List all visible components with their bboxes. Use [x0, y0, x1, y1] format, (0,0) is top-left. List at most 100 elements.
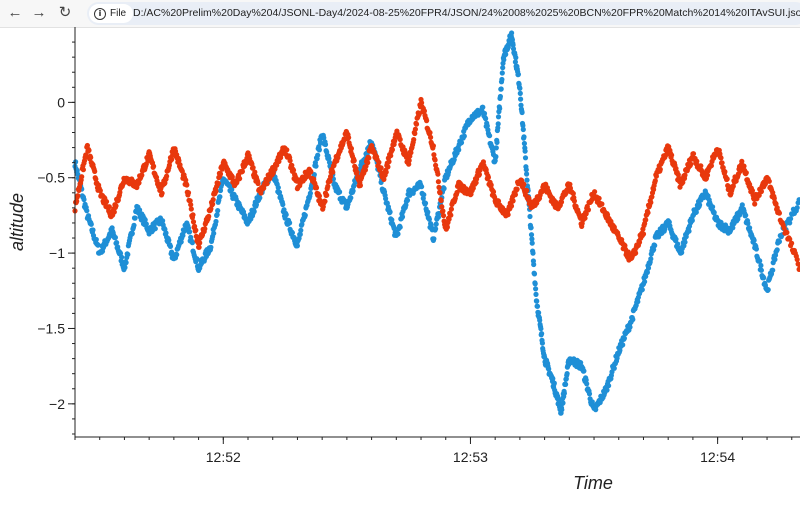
data-point: [596, 195, 602, 201]
data-point: [505, 212, 511, 218]
data-point: [169, 249, 175, 255]
series-2: [72, 96, 800, 272]
data-point: [316, 193, 322, 199]
data-point: [190, 212, 196, 218]
data-point: [357, 182, 363, 189]
data-point: [718, 155, 724, 161]
data-point: [322, 141, 329, 148]
file-chip-label: File: [110, 8, 127, 19]
data-point: [751, 237, 757, 243]
data-point: [433, 226, 439, 232]
address-bar[interactable]: i File D:/AC%20Prelim%20Day%204/JSONL-Da…: [87, 2, 800, 25]
data-point: [206, 213, 212, 219]
data-point: [438, 197, 444, 204]
data-point: [485, 174, 491, 180]
data-point: [513, 55, 519, 61]
data-point: [123, 260, 129, 266]
data-point: [534, 298, 540, 304]
data-point: [772, 256, 778, 263]
browser-toolbar: ← → ↻ i File D:/AC%20Prelim%20Day%204/JS…: [0, 0, 800, 28]
data-point: [559, 407, 565, 413]
site-info-chip[interactable]: i File: [89, 4, 134, 23]
y-tick-label: −2: [49, 396, 65, 412]
data-point: [648, 256, 654, 262]
data-point: [406, 157, 412, 164]
data-point: [114, 240, 120, 246]
data-point: [324, 192, 330, 198]
data-point: [346, 135, 352, 141]
data-point: [546, 366, 552, 372]
data-point: [679, 249, 685, 256]
data-point: [142, 217, 148, 223]
data-point: [642, 279, 648, 285]
data-point: [316, 147, 322, 153]
forward-button[interactable]: →: [28, 3, 50, 23]
data-point: [673, 236, 679, 242]
data-point: [617, 347, 623, 353]
data-point: [308, 169, 314, 175]
back-button[interactable]: ←: [4, 3, 26, 23]
data-point: [283, 212, 289, 218]
data-point: [487, 133, 493, 139]
data-point: [724, 176, 730, 182]
data-point: [747, 225, 753, 231]
data-point: [461, 133, 467, 139]
data-point: [75, 193, 81, 199]
data-point: [426, 216, 432, 222]
data-point: [376, 159, 382, 165]
data-point: [162, 180, 168, 186]
data-point: [564, 371, 570, 377]
data-point: [389, 147, 395, 153]
data-point: [215, 208, 221, 214]
data-point: [531, 261, 537, 268]
data-point: [313, 185, 320, 191]
data-point: [164, 173, 170, 179]
data-point: [184, 182, 190, 188]
data-point: [275, 185, 281, 191]
data-point: [570, 190, 576, 197]
data-point: [776, 239, 783, 245]
data-point: [523, 167, 529, 173]
x-tick-label: 12:53: [453, 449, 488, 465]
url-text[interactable]: D:/AC%20Prelim%20Day%204/JSONL-Day4/2024…: [133, 7, 800, 19]
data-point: [749, 188, 756, 194]
data-point: [520, 122, 526, 129]
data-point: [633, 250, 639, 256]
data-point: [536, 310, 542, 316]
data-point: [385, 164, 391, 170]
data-point: [794, 256, 800, 263]
data-point: [752, 201, 758, 207]
data-point: [413, 121, 420, 127]
data-point: [80, 167, 86, 173]
data-point: [495, 198, 502, 204]
data-point: [528, 232, 535, 238]
data-point: [431, 152, 437, 158]
series-1: [72, 30, 800, 416]
data-point: [797, 265, 800, 271]
data-point: [694, 158, 700, 164]
data-point: [648, 199, 654, 206]
data-point: [378, 165, 384, 171]
data-point: [395, 231, 401, 237]
data-point: [578, 360, 584, 366]
arrow-left-icon: ←: [7, 4, 23, 21]
data-point: [159, 190, 165, 196]
data-point: [697, 202, 703, 208]
data-point: [640, 231, 647, 237]
data-point: [510, 46, 517, 52]
reload-button[interactable]: ↻: [54, 3, 76, 23]
data-point: [95, 242, 101, 248]
data-point: [439, 204, 445, 210]
data-point: [719, 160, 725, 166]
data-point: [399, 214, 406, 220]
data-point: [533, 291, 539, 297]
data-point: [217, 171, 224, 177]
data-point: [604, 387, 610, 393]
data-point: [652, 178, 658, 184]
data-point: [620, 342, 626, 348]
data-point: [795, 261, 800, 267]
data-point: [441, 185, 447, 192]
data-point: [353, 165, 359, 171]
data-point: [704, 172, 711, 178]
data-point: [517, 90, 523, 96]
